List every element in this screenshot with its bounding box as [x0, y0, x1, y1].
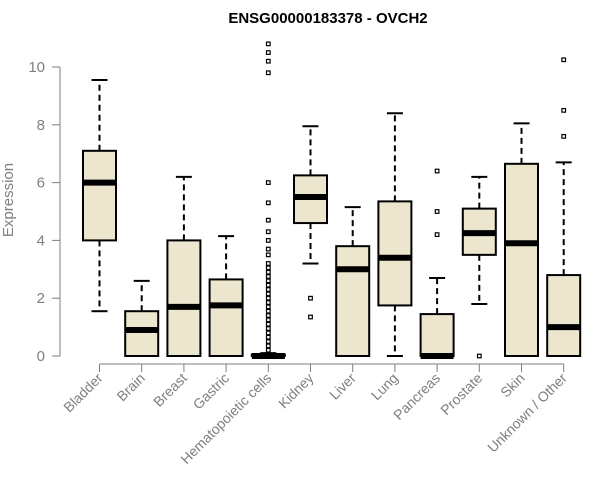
boxes — [82, 41, 582, 359]
outlier-point — [265, 326, 271, 331]
outlier-point — [265, 180, 271, 186]
outlier-point — [265, 339, 271, 344]
outlier-point — [434, 232, 440, 238]
y-tick-label: 8 — [37, 117, 45, 134]
box-iqr — [377, 200, 413, 307]
x-tick-label: Liver — [326, 370, 359, 403]
box-group — [250, 41, 286, 359]
outlier-point — [561, 133, 567, 139]
y-tick-label: 4 — [37, 232, 45, 249]
outlier-point — [308, 314, 313, 320]
outlier-point — [265, 321, 271, 327]
outlier-point — [561, 107, 567, 113]
box-iqr — [124, 310, 160, 357]
y-tick-label: 2 — [37, 290, 45, 307]
x-tick-label: Prostate — [437, 370, 485, 418]
x-tick-label: Bladder — [60, 370, 106, 416]
outlier-point — [265, 269, 271, 275]
outlier-point — [561, 57, 567, 63]
box-iqr — [419, 313, 455, 357]
box-group — [377, 112, 413, 357]
box-group — [419, 168, 455, 359]
box-iqr — [166, 239, 202, 357]
outlier-point — [265, 252, 271, 258]
outlier-point — [265, 70, 271, 76]
chart-title: ENSG00000183378 - OVCH2 — [228, 10, 427, 27]
box-group — [461, 175, 497, 359]
outlier-point — [308, 295, 313, 301]
outlier-point — [265, 295, 271, 301]
outlier-point — [265, 300, 271, 305]
y-tick-label: 6 — [37, 175, 45, 192]
box-group — [293, 125, 328, 320]
x-tick-label: Brain — [113, 370, 147, 404]
outlier-point — [434, 209, 440, 214]
box-group — [82, 79, 117, 313]
box-iqr — [82, 149, 117, 242]
box-group — [124, 279, 160, 357]
outlier-point — [265, 246, 271, 252]
outlier-point — [265, 278, 271, 284]
box-group — [504, 122, 539, 357]
outlier-point — [434, 168, 440, 174]
outlier-point — [265, 50, 271, 55]
outlier-point — [265, 261, 271, 266]
outlier-point — [265, 58, 271, 64]
outlier-point — [265, 313, 271, 318]
outlier-point — [265, 238, 271, 243]
box-iqr — [208, 278, 244, 358]
x-tick-label: Lung — [368, 370, 401, 403]
y-tick-label: 10 — [28, 59, 45, 76]
outlier-point — [265, 274, 271, 279]
outlier-point — [265, 308, 271, 314]
outlier-point — [265, 291, 271, 297]
outlier-point — [265, 304, 271, 310]
x-tick-label: Kidney — [275, 370, 317, 412]
box-iqr — [335, 245, 371, 357]
outlier-point — [265, 282, 271, 288]
outlier-point — [476, 353, 482, 359]
box-iqr — [504, 162, 539, 357]
y-axis-label: Expression — [0, 163, 17, 237]
outlier-point — [265, 317, 271, 323]
x-tick-label: Pancreas — [390, 370, 443, 423]
box-iqr — [546, 274, 582, 357]
outlier-point — [265, 347, 271, 353]
outlier-point — [265, 330, 271, 336]
outlier-point — [265, 334, 271, 340]
box-group — [546, 57, 582, 357]
outlier-point — [265, 200, 271, 206]
x-tick-label: Unknown / Other — [484, 370, 570, 456]
box-group — [208, 235, 244, 358]
outlier-point — [265, 41, 271, 47]
outlier-point — [265, 229, 271, 235]
outlier-point — [265, 287, 271, 292]
outlier-point — [265, 343, 271, 349]
box-group — [335, 206, 371, 357]
y-tick-label: 0 — [37, 348, 45, 365]
outlier-point — [265, 217, 271, 223]
box-group — [166, 175, 202, 357]
x-tick-label: Breast — [150, 370, 190, 410]
x-tick-label: Skin — [497, 370, 528, 401]
outlier-point — [265, 265, 271, 271]
